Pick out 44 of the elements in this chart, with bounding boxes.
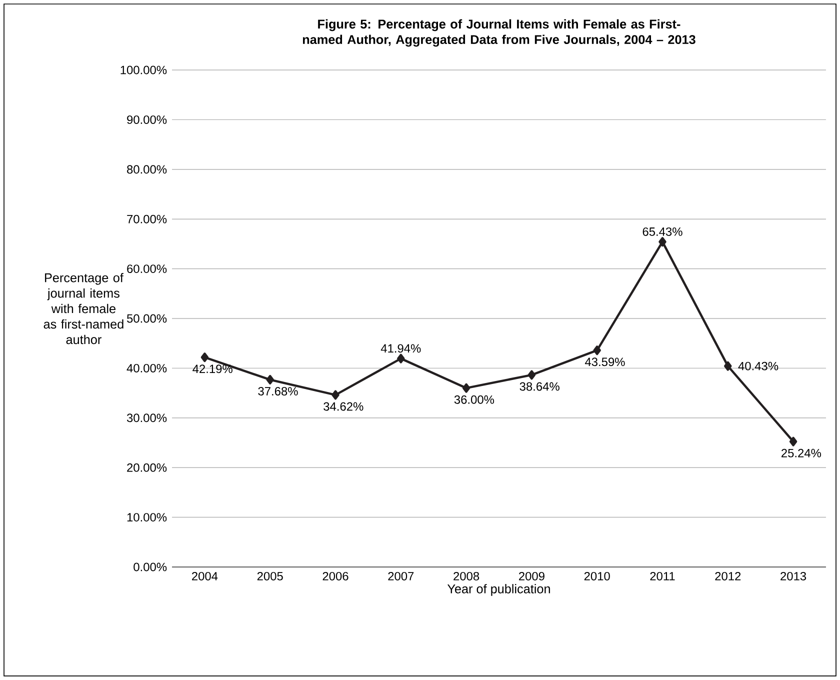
x-tick-label: 2011 [650,572,675,580]
text: 34.62% [324,402,364,411]
text: 37.68% [258,387,298,396]
point [593,346,601,356]
text: 43.59% [584,358,625,366]
x-tick-label: 2006 [322,572,348,580]
y-tick-label: 20.00% [127,463,167,472]
x-axis-title: Year of publication [447,584,550,596]
y-tick-label: 30.00% [126,414,167,422]
y-tick-label: 60.00% [127,264,167,274]
text: 65.43% [642,227,682,236]
point [724,361,732,371]
text: 25.24% [782,448,822,458]
y-axis-title: Percentage of journal items with female as first-named author [44,272,124,344]
x-tick-label: 2012 [715,572,741,580]
y-tick-label: 90.00% [127,115,167,124]
text: 42.19% [192,364,232,374]
point [266,374,274,384]
text: 38.64% [520,382,560,391]
point [200,352,209,362]
x-tick-label: 2013 [780,572,806,580]
y-tick-label: 100.00% [120,66,167,74]
point [397,354,405,364]
y-tick-label: 70.00% [127,214,167,224]
text: 40.43% [738,362,778,370]
point [462,383,470,393]
text: 41.94% [380,344,421,353]
point [658,237,666,247]
x-tick-label: 2007 [388,572,414,580]
x-tick-label: 2008 [454,572,480,580]
point [789,436,798,446]
x-tick-label: 2009 [518,572,544,580]
text: 36.00% [454,395,494,404]
x-tick-label: 2005 [257,572,283,580]
y-tick-label: 10.00% [127,513,167,522]
y-tick-label: 40.00% [126,364,167,372]
chart-title: Figure 5: Percentage of Journal Items with Female as First-named Author, Aggregated Data from Five Journals, 2004 – 2013 [302,19,696,47]
x-tick-label: 2010 [584,572,610,580]
point [528,370,536,380]
point [332,390,340,400]
y-tick-label: 50.00% [126,314,167,323]
y-tick-label: 80.00% [127,165,167,174]
y-tick-label: 0.00% [134,562,167,572]
x-tick-label: 2004 [192,572,218,580]
